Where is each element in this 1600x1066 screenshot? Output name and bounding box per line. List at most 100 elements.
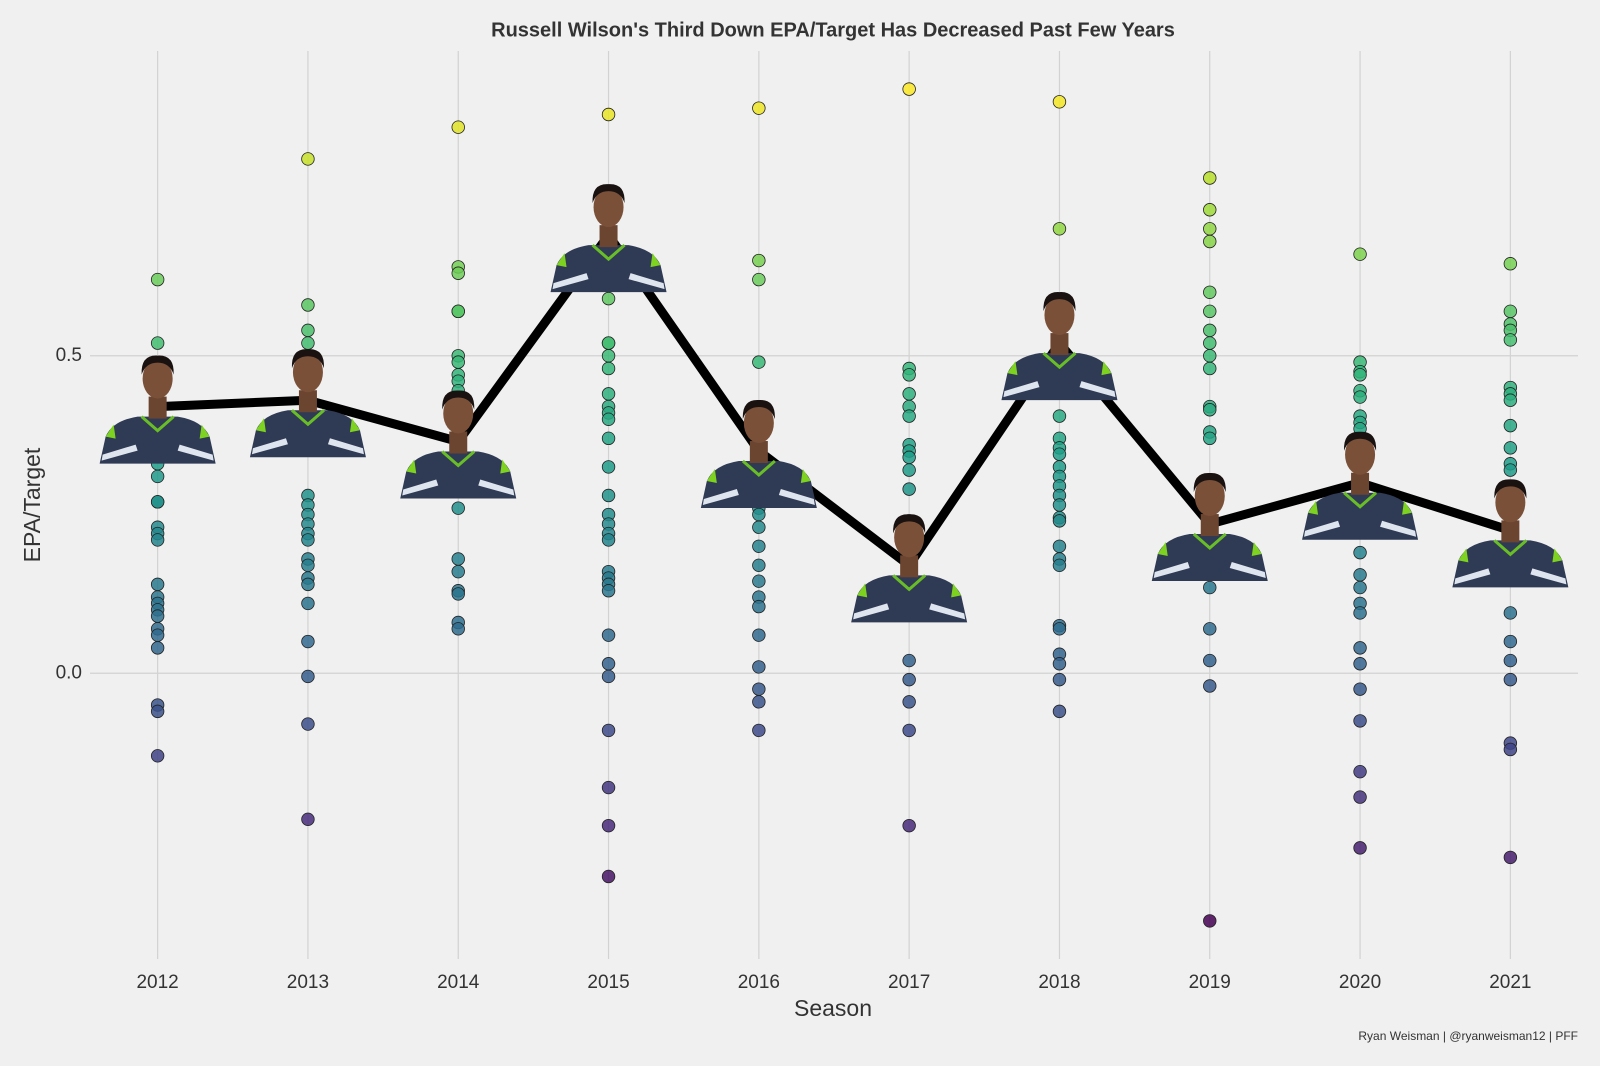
data-point [1503, 393, 1518, 407]
player-photo [1001, 292, 1118, 401]
data-point [1353, 568, 1367, 582]
data-point [1203, 323, 1217, 338]
data-point [902, 818, 916, 833]
data-point [1052, 704, 1067, 719]
data-point [1353, 682, 1367, 696]
jersey-stripe [1454, 568, 1567, 585]
jersey-stripe [251, 438, 364, 455]
data-point [1203, 622, 1217, 636]
jersey [1151, 534, 1268, 582]
data-point [1503, 653, 1518, 668]
data-point [1203, 234, 1217, 249]
x-tick-label: 2020 [1339, 972, 1381, 993]
data-point [601, 584, 616, 598]
data-point [1203, 431, 1217, 446]
jersey [99, 416, 216, 464]
x-tick-label: 2015 [587, 972, 629, 993]
data-point [1353, 764, 1367, 779]
data-point [1052, 657, 1067, 671]
data-point [1353, 606, 1367, 620]
head [1495, 482, 1526, 523]
data-point [752, 695, 766, 709]
data-point [301, 298, 315, 312]
caption: Ryan Weisman | @ryanweisman12 | PFF [1358, 1029, 1578, 1043]
collar [1493, 539, 1528, 557]
data-point [601, 412, 616, 426]
data-point [601, 488, 616, 503]
data-point [1052, 95, 1067, 109]
jersey [851, 575, 968, 623]
hair [1193, 473, 1226, 493]
data-point [1353, 841, 1367, 855]
data-point [451, 266, 465, 280]
data-point [1203, 203, 1217, 217]
data-point [301, 669, 315, 684]
data-point [1203, 403, 1217, 417]
collar [1042, 351, 1077, 370]
jersey [1001, 353, 1118, 401]
data-point [1503, 672, 1518, 687]
head [1044, 295, 1075, 336]
data-point [601, 657, 616, 671]
data-point [752, 507, 766, 522]
data-point [150, 704, 165, 719]
data-point [902, 450, 916, 465]
x-tick-label: 2012 [136, 972, 178, 993]
data-point [301, 336, 315, 350]
data-point [1052, 539, 1067, 553]
data-point [1203, 653, 1217, 668]
data-point [1052, 514, 1067, 528]
data-point [451, 120, 465, 134]
data-point [902, 672, 916, 687]
data-point [1052, 498, 1067, 512]
x-axis-label: Season [794, 995, 872, 1021]
data-point [301, 577, 315, 592]
data-point [1203, 679, 1217, 693]
data-point [150, 749, 165, 763]
data-point [601, 533, 616, 547]
data-point [902, 82, 916, 96]
hair [1344, 431, 1377, 451]
x-tick-label: 2021 [1489, 972, 1531, 993]
data-point [301, 323, 315, 338]
data-point [902, 409, 916, 423]
data-point [1052, 622, 1067, 636]
data-point [1353, 657, 1367, 671]
x-tick-label: 2014 [437, 972, 480, 993]
x-tick-label: 2018 [1038, 972, 1080, 993]
neck [298, 390, 317, 413]
data-point [150, 628, 165, 642]
data-point [601, 291, 616, 306]
data-point [1203, 349, 1217, 363]
data-point [1353, 390, 1367, 404]
neck [749, 441, 768, 464]
data-point [902, 463, 916, 477]
collar [741, 459, 776, 478]
data-point [902, 653, 916, 668]
collar [892, 574, 927, 592]
data-point [150, 495, 165, 509]
jersey [249, 410, 366, 458]
data-point [451, 564, 465, 579]
data-point [601, 387, 616, 401]
data-point [150, 609, 165, 623]
data-point [601, 869, 616, 884]
jersey-stripe [702, 489, 815, 506]
data-point [1052, 447, 1067, 461]
jersey [400, 451, 517, 499]
data-point [752, 660, 766, 674]
jersey [1452, 540, 1569, 588]
data-point [1503, 257, 1518, 271]
player-photo [1452, 479, 1569, 588]
data-point [902, 368, 916, 382]
data-point [301, 634, 315, 649]
neck [1050, 333, 1069, 356]
neck [599, 225, 618, 248]
data-point [601, 669, 616, 684]
data-point [1203, 336, 1217, 350]
data-point [752, 520, 766, 534]
jersey-stripe [1153, 562, 1266, 579]
neck [449, 431, 468, 454]
neck [1351, 472, 1370, 495]
